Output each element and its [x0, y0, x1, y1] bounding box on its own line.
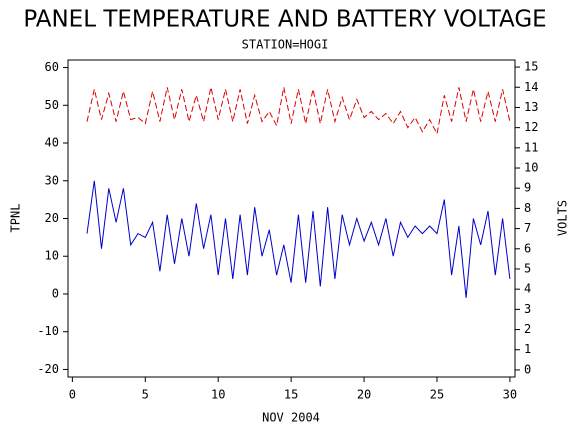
x-tick-label: 0: [69, 388, 76, 402]
series-line: [86, 87, 511, 136]
y-tick-label: -20: [37, 362, 59, 376]
y2-tick-label: 8: [524, 201, 531, 215]
x-tick-label: 5: [142, 388, 149, 402]
y-tick-label: -10: [37, 324, 59, 338]
y-tick-label: 30: [45, 173, 59, 187]
y-tick-label: 20: [45, 211, 59, 225]
y2-tick-label: 12: [524, 120, 538, 134]
y2-tick-label: 9: [524, 181, 531, 195]
plot-frame: [67, 59, 516, 378]
y2-tick-label: 5: [524, 261, 531, 275]
y2-tick-label: 13: [524, 100, 538, 114]
series-line: [86, 180, 511, 298]
x-axis-label: NOV 2004: [262, 411, 320, 425]
x-tick-label: 20: [357, 388, 371, 402]
y-tick-label: 0: [52, 286, 59, 300]
chart-title: PANEL TEMPERATURE AND BATTERY VOLTAGE: [23, 7, 546, 33]
y2-tick-label: 3: [524, 302, 531, 316]
y2-axis-label: VOLTS: [556, 200, 570, 236]
x-tick-label: 15: [284, 388, 298, 402]
y2-tick-label: 11: [524, 140, 538, 154]
y2-tick-label: 14: [524, 80, 538, 94]
y2-tick-label: 1: [524, 342, 531, 356]
y2-tick-label: 10: [524, 161, 538, 175]
x-tick-label: 10: [211, 388, 225, 402]
y-tick-label: 60: [45, 60, 59, 74]
y-axis-label: TPNL: [9, 204, 23, 233]
y2-tick-label: 2: [524, 322, 531, 336]
x-tick-label: 25: [430, 388, 444, 402]
x-tick-label: 30: [503, 388, 517, 402]
chart-subtitle: STATION=HOGI: [242, 38, 329, 52]
y2-tick-label: 15: [524, 60, 538, 74]
y2-tick-label: 7: [524, 221, 531, 235]
y2-tick-label: 6: [524, 241, 531, 255]
y2-tick-label: 4: [524, 282, 531, 296]
y-tick-label: 40: [45, 136, 59, 150]
y-tick-label: 50: [45, 98, 59, 112]
y2-tick-label: 0: [524, 362, 531, 376]
y-tick-label: 10: [45, 249, 59, 263]
